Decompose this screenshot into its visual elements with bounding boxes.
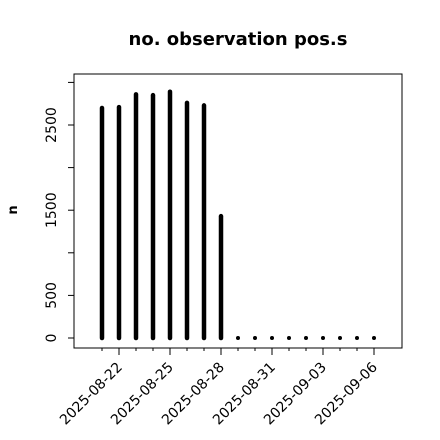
point-2025-09-06: [372, 336, 376, 340]
plot-frame: [73, 73, 403, 349]
point-2025-09-03: [321, 336, 325, 340]
point-2025-09-01: [287, 336, 291, 340]
y-tick-label-0: 0: [44, 334, 60, 343]
point-2025-09-04: [338, 336, 342, 340]
y-axis: 0 500 1500 2500: [44, 81, 74, 343]
point-2025-09-02: [304, 336, 308, 340]
bars: [99, 89, 376, 341]
point-2025-08-31: [270, 336, 274, 340]
chart-title: no. observation pos.s: [129, 29, 348, 50]
y-tick-label-2500: 2500: [44, 107, 60, 143]
point-2025-09-05: [355, 336, 359, 340]
x-axis: 2025-08-222025-08-252025-08-282025-08-31…: [57, 348, 381, 428]
y-axis-label: n: [6, 205, 21, 214]
y-tick-label-1500: 1500: [44, 192, 60, 228]
point-2025-08-29: [236, 336, 240, 340]
y-tick-label-500: 500: [44, 282, 60, 309]
point-2025-08-30: [253, 336, 257, 340]
